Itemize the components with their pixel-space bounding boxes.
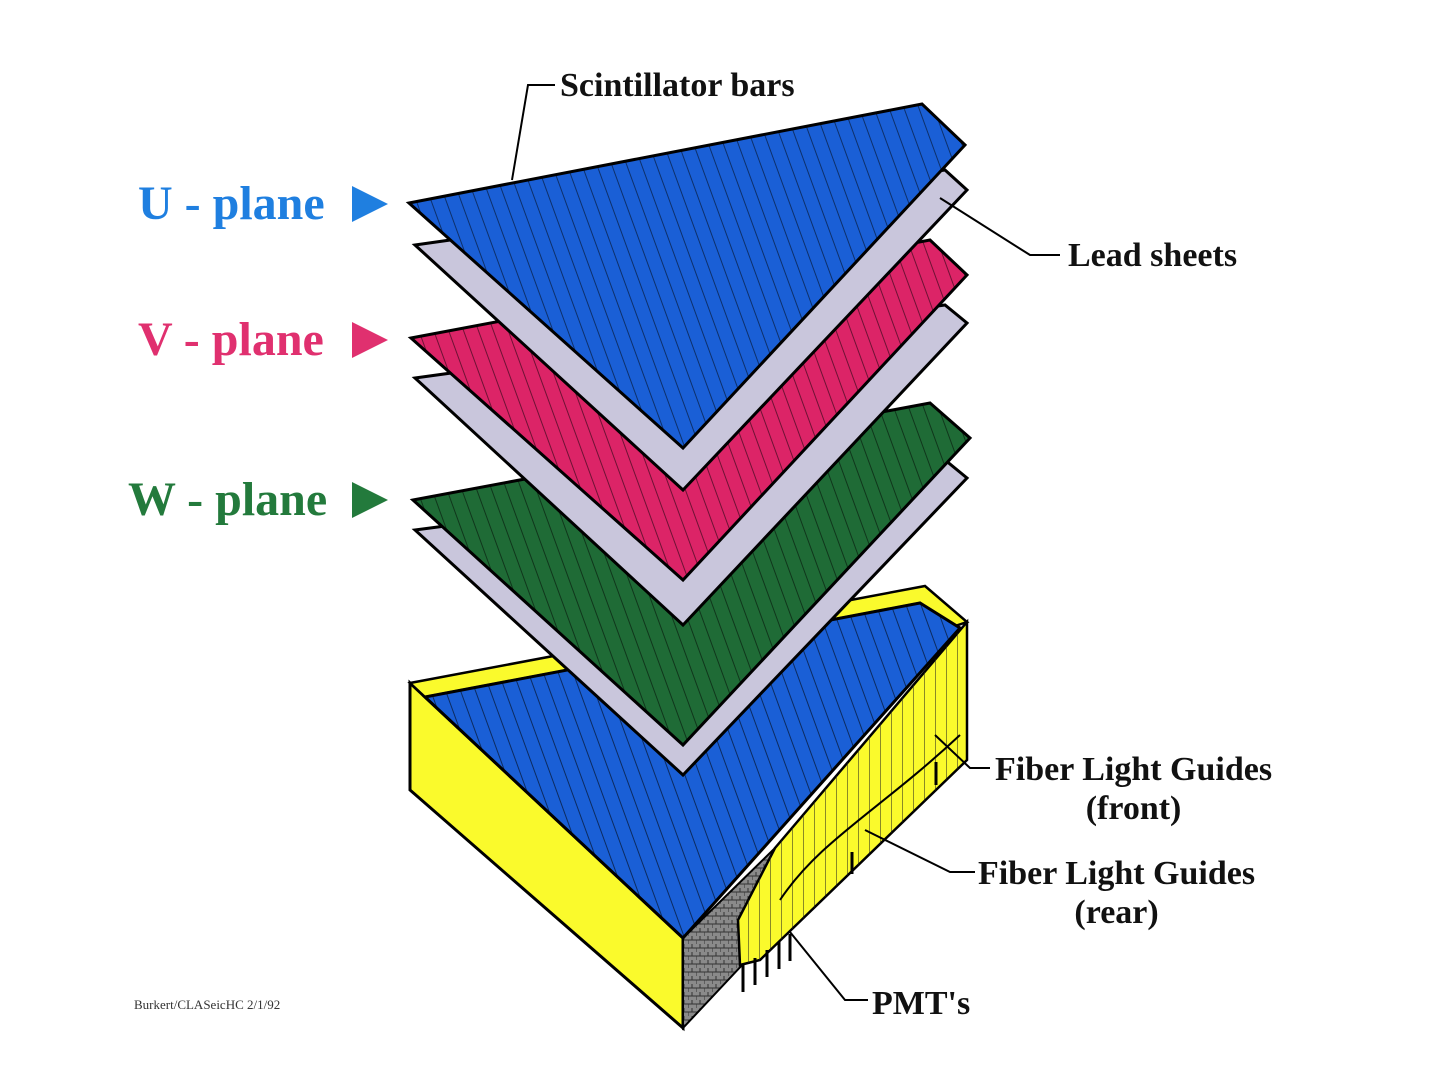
- u-plane-arrow-icon: [352, 186, 388, 222]
- fiber-rear-line2: (rear): [1074, 894, 1159, 932]
- fiber-light-guides-front-label: Fiber Light Guides (front): [995, 750, 1272, 828]
- scintillator-bars-label: Scintillator bars: [560, 67, 795, 104]
- credit-text: Burkert/CLASeicHC 2/1/92: [134, 997, 281, 1012]
- leader-fiber-front: [934, 734, 990, 769]
- fiber-guide-curve: [779, 734, 961, 901]
- leader-pmts: [789, 931, 868, 1001]
- u-plane: [405, 102, 968, 451]
- base-top-stripes: [425, 603, 960, 938]
- u-plane-label: U - plane: [138, 177, 325, 230]
- leader-lead-sheets: [939, 197, 1060, 256]
- base-module: [407, 584, 970, 1032]
- w-plane-label: W - plane: [128, 473, 328, 526]
- pmt-tubes: [741, 762, 938, 992]
- lead-sheets-label: Lead sheets: [1068, 237, 1238, 274]
- fiber-front-line2: (front): [1085, 790, 1182, 828]
- fiber-front-line1: Fiber Light Guides: [995, 751, 1273, 788]
- fiber-light-guides-rear-label: Fiber Light Guides (rear): [978, 854, 1255, 932]
- v-plane-arrow-icon: [352, 322, 388, 358]
- u-plane-stripes: [409, 104, 965, 448]
- pmts-label: PMT's: [872, 985, 971, 1022]
- fiber-rear-line1: Fiber Light Guides: [978, 855, 1256, 892]
- v-plane-label: V - plane: [138, 313, 324, 366]
- leader-fiber-rear: [864, 829, 975, 873]
- w-plane-arrow-icon: [352, 482, 388, 518]
- callout-leader-lines: [511, 84, 1060, 1001]
- leader-scintillator: [511, 84, 555, 181]
